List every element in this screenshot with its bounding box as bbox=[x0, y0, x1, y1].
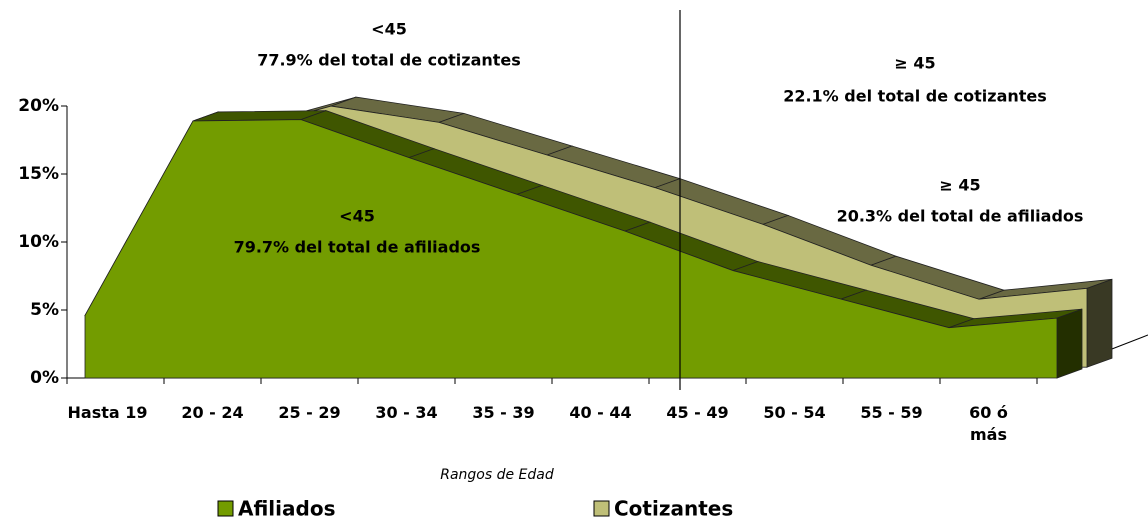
x-tick-label: 55 - 59 bbox=[860, 403, 923, 422]
annotation: ≥ 45 bbox=[894, 54, 935, 73]
legend-swatch bbox=[217, 500, 234, 517]
area-side bbox=[1056, 308, 1083, 379]
legend-label: Afiliados bbox=[238, 497, 335, 521]
x-tick-label: 50 - 54 bbox=[763, 403, 826, 422]
legend-label: Cotizantes bbox=[614, 497, 733, 521]
x-tick-label: Hasta 19 bbox=[67, 403, 148, 422]
y-tick-label: 20% bbox=[18, 96, 59, 116]
y-tick-label: 15% bbox=[18, 164, 59, 184]
x-tick-label: 45 - 49 bbox=[666, 403, 729, 422]
annotation: 20.3% del total de afiliados bbox=[837, 207, 1084, 226]
x-tick-label: 40 - 44 bbox=[569, 403, 632, 422]
y-tick-label: 10% bbox=[18, 232, 59, 252]
area-side bbox=[1086, 278, 1113, 368]
x-tick-label: 20 - 24 bbox=[181, 403, 244, 422]
annotation: <45 bbox=[371, 20, 407, 39]
y-tick-label: 5% bbox=[30, 300, 59, 320]
annotation: 79.7% del total de afiliados bbox=[234, 238, 481, 257]
x-tick-label: 30 - 34 bbox=[375, 403, 438, 422]
area bbox=[84, 119, 1058, 379]
legend-swatch bbox=[593, 500, 610, 517]
y-tick-label: 0% bbox=[30, 368, 59, 388]
x-tick-label: 35 - 39 bbox=[472, 403, 535, 422]
x-tick-label: 60 ó más bbox=[969, 403, 1008, 444]
annotation: 22.1% del total de cotizantes bbox=[783, 87, 1047, 106]
annotation: <45 bbox=[339, 207, 375, 226]
x-axis-title: Rangos de Edad bbox=[440, 467, 554, 483]
annotation: 77.9% del total de cotizantes bbox=[257, 51, 521, 70]
x-tick-label: 25 - 29 bbox=[278, 403, 341, 422]
annotation: ≥ 45 bbox=[939, 176, 980, 195]
